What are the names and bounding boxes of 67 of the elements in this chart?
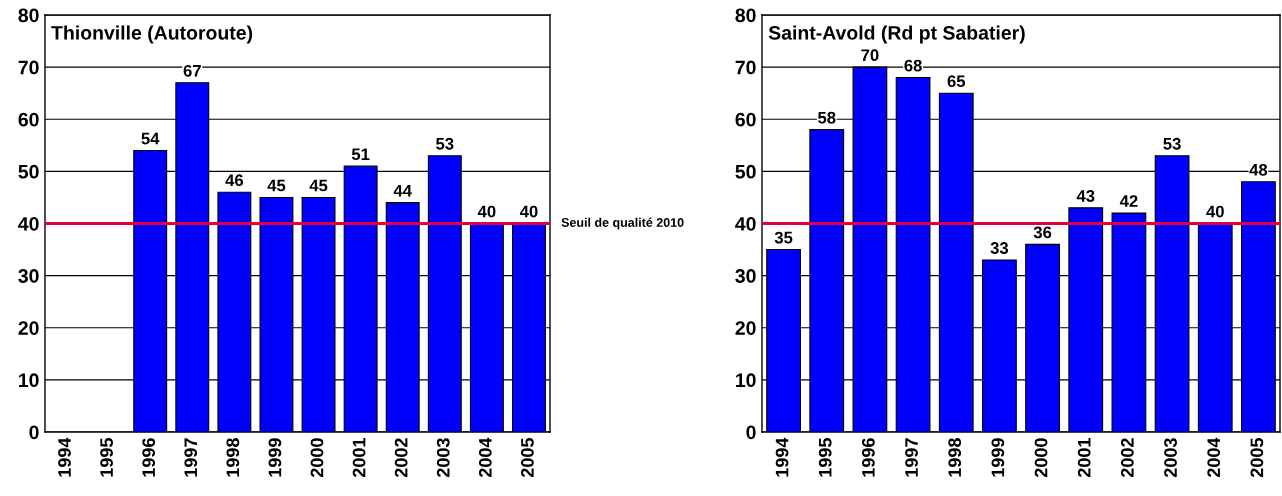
y-tick-label: 70	[18, 60, 39, 75]
data-label: 67	[183, 64, 201, 77]
data-label: 58	[817, 111, 836, 124]
x-tick-label: 1994	[775, 437, 789, 477]
y-tick-label: 10	[19, 373, 39, 388]
y-tick-label: 70	[735, 60, 756, 75]
x-tick-label: 1994	[58, 437, 71, 477]
data-label: 40	[477, 205, 496, 218]
y-tick-label: 50	[735, 164, 756, 179]
data-label: 36	[1033, 226, 1052, 239]
data-label: 43	[1076, 189, 1095, 202]
x-tick-label: 1995	[818, 438, 832, 477]
data-label: 45	[267, 179, 286, 192]
data-label: 53	[436, 137, 454, 150]
x-tick-label: 2001	[1077, 438, 1091, 478]
ref-line-label: Seuil de qualité 2010	[561, 217, 684, 230]
x-tick-label: 2004	[1207, 437, 1221, 478]
data-label: 40	[1206, 205, 1224, 218]
x-tick-label: 1999	[268, 438, 282, 477]
x-tick-label: 1995	[100, 438, 113, 477]
y-tick-label: 20	[18, 321, 39, 335]
x-tick-label: 2000	[310, 438, 324, 478]
y-tick-label: 40	[18, 216, 39, 231]
data-label: 65	[947, 75, 966, 88]
data-label: 42	[1119, 195, 1138, 207]
x-tick-label: 2004	[478, 437, 492, 478]
data-label: 70	[861, 49, 879, 62]
data-label: 51	[351, 148, 370, 161]
x-tick-label: 1997	[184, 438, 198, 477]
y-tick-label: 30	[735, 269, 756, 283]
x-tick-label: 1998	[226, 438, 240, 477]
x-tick-label: 1998	[948, 438, 962, 477]
data-label: 68	[904, 59, 922, 72]
y-tick-label: 0	[746, 425, 756, 440]
x-tick-label: 2005	[1250, 438, 1264, 478]
x-tick-label: 1996	[142, 438, 156, 477]
data-label: 48	[1249, 163, 1268, 176]
text: Saint-Avold (Rd pt Sabatier)	[768, 25, 1025, 44]
text: Thionville (Autoroute)	[51, 25, 253, 44]
y-tick-label: 60	[735, 112, 756, 127]
y-tick-label: 10	[736, 373, 756, 388]
data-label: 45	[309, 179, 328, 192]
x-tick-label: 2001	[352, 438, 366, 478]
x-tick-label: 2000	[1034, 438, 1048, 478]
y-tick-label: 40	[735, 216, 756, 231]
y-tick-label: 60	[18, 112, 39, 127]
x-tick-label: 1997	[905, 438, 918, 477]
y-tick-label: 80	[735, 8, 756, 23]
x-tick-label: 2005	[521, 438, 534, 478]
data-label: 54	[141, 132, 160, 145]
data-label: 53	[1163, 137, 1181, 150]
y-tick-label: 30	[18, 269, 39, 283]
x-tick-label: 2002	[1120, 438, 1134, 478]
x-tick-label: 1996	[861, 438, 875, 477]
y-tick-label: 20	[735, 321, 756, 335]
data-label: 40	[519, 205, 538, 218]
data-label: 44	[393, 184, 412, 197]
x-tick-label: 2003	[1164, 438, 1177, 478]
data-label: 46	[225, 174, 244, 187]
y-tick-label: 0	[29, 425, 39, 440]
y-tick-label: 50	[18, 164, 39, 179]
x-tick-label: 2003	[436, 438, 450, 478]
x-tick-label: 2002	[394, 438, 408, 478]
y-tick-label: 80	[18, 8, 39, 23]
x-tick-label: 1999	[991, 438, 1005, 477]
data-label: 35	[774, 231, 793, 244]
data-label: 33	[990, 242, 1009, 254]
